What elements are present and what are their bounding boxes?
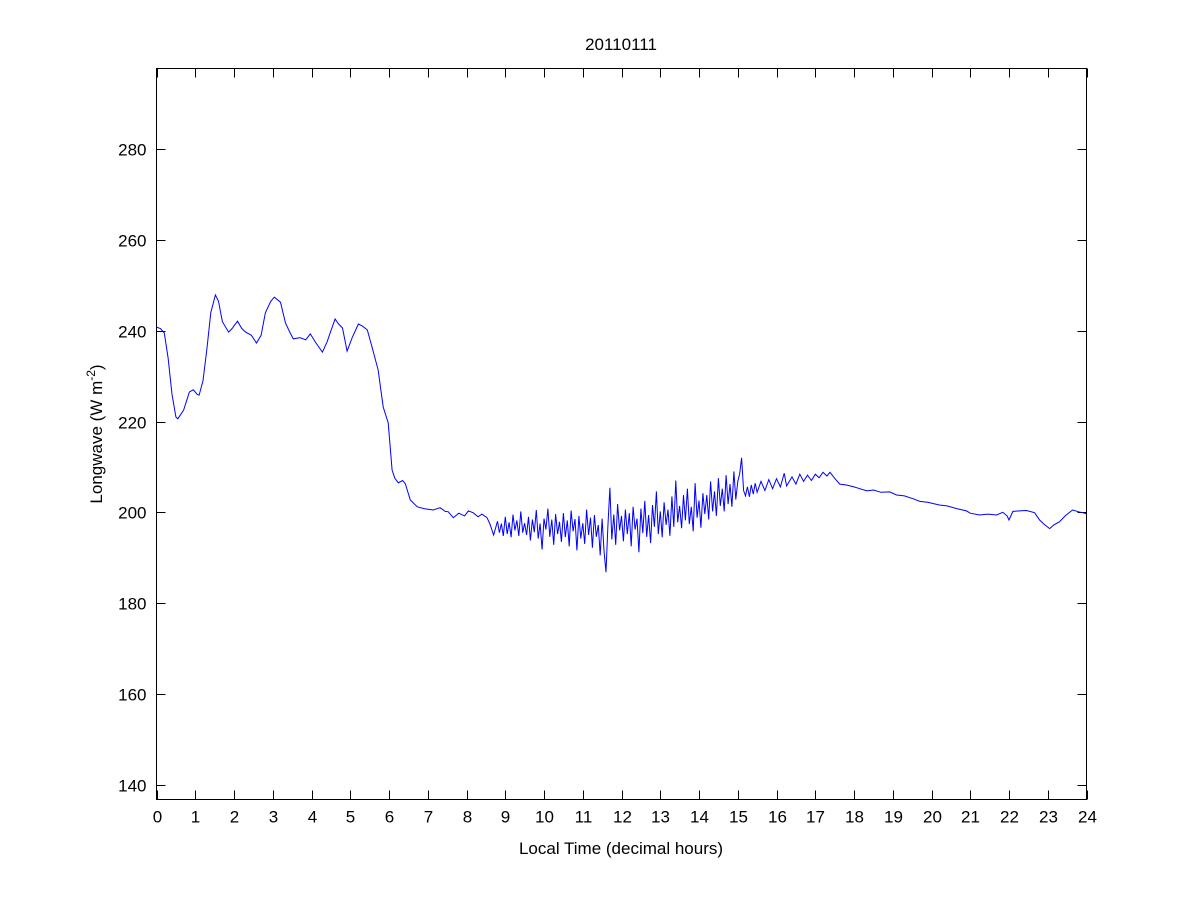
x-tick-label: 24 (1078, 808, 1097, 827)
y-axis-label: Longwave (W m-2) (84, 364, 106, 503)
x-tick-label: 10 (535, 808, 554, 827)
y-tick-label: 160 (118, 686, 146, 705)
x-tick-label: 3 (269, 808, 278, 827)
x-tick-label: 6 (385, 808, 394, 827)
y-tick-label: 240 (118, 323, 146, 342)
x-tick-label: 7 (424, 808, 433, 827)
x-axis-label: Local Time (decimal hours) (519, 839, 723, 858)
chart-title: 20110111 (585, 35, 657, 54)
plot-area (156, 68, 1087, 800)
x-tick-label: 0 (153, 808, 162, 827)
x-tick-label: 13 (651, 808, 670, 827)
x-tick-label: 12 (613, 808, 632, 827)
x-tick-label: 4 (308, 808, 317, 827)
x-tick-label: 9 (501, 808, 510, 827)
x-tick-label: 15 (729, 808, 748, 827)
x-tick-label: 11 (575, 808, 593, 827)
y-tick-label: 220 (118, 414, 146, 433)
y-tick-label: 140 (118, 777, 146, 796)
y-axis-label-sup: -2 (84, 370, 98, 381)
x-tick-label: 23 (1039, 808, 1058, 827)
x-tick-label: 8 (463, 808, 472, 827)
x-tick-label: 22 (1000, 808, 1019, 827)
x-tick-label: 2 (230, 808, 239, 827)
y-axis-label-close: ) (87, 364, 106, 370)
axis-ticks: 0 1 2 3 4 5 6 7 8 9 10 11 12 13 14 15 16 17 18 19 20 21 22 23 24… (118, 68, 1097, 827)
y-tick-label: 180 (118, 595, 146, 614)
x-tick-label: 19 (884, 808, 903, 827)
x-tick-label: 14 (690, 808, 709, 827)
x-tick-label: 17 (806, 808, 825, 827)
y-tick-label: 200 (118, 504, 146, 523)
y-axis-label-main: Longwave (W m (87, 381, 106, 504)
x-tick-label: 18 (845, 808, 864, 827)
axes-box (156, 68, 1087, 800)
x-tick-label: 5 (346, 808, 355, 827)
y-tick-label: 260 (118, 232, 146, 251)
x-tick-label: 21 (961, 808, 980, 827)
x-tick-label: 1 (191, 808, 200, 827)
series-line (156, 293, 1087, 573)
y-tick-label: 280 (118, 141, 146, 160)
x-tick-label: 20 (923, 808, 942, 827)
x-tick-label: 16 (768, 808, 787, 827)
